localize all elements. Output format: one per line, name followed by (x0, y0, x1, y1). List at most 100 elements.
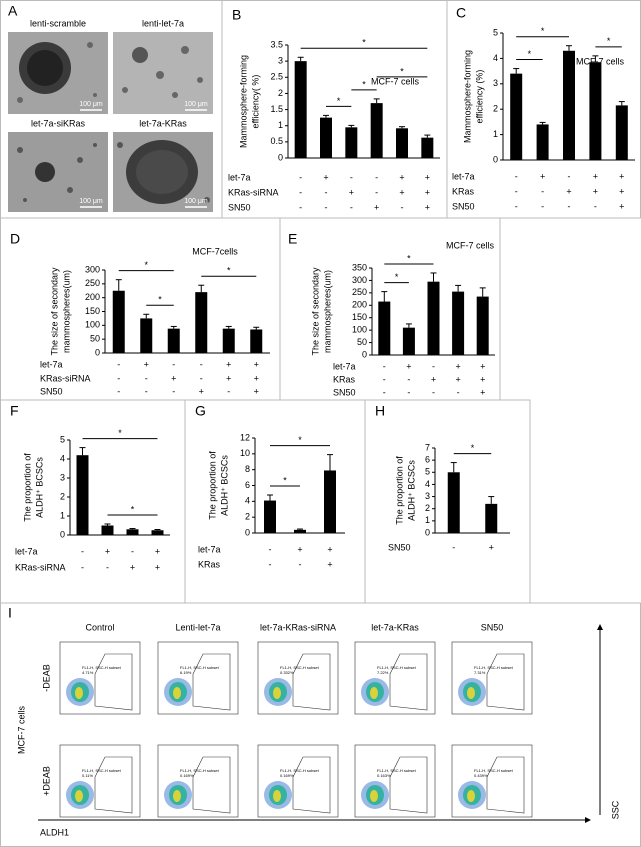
gate-label: FL1-H, SSC-H subset (280, 665, 320, 670)
condition-name: KRas-siRNA (228, 187, 279, 197)
micrograph (113, 32, 213, 114)
annotation: MCF-7 cells (576, 56, 625, 66)
y-tick-label: 12 (240, 432, 250, 442)
y-tick-label: 6 (425, 455, 430, 465)
gate-percent: 0.332% (280, 670, 294, 675)
condition-sign: + (425, 202, 430, 212)
gate-percent: 0.439% (474, 773, 488, 778)
y-tick-label: 0 (493, 154, 498, 164)
condition-sign: + (489, 542, 494, 552)
condition-sign: - (568, 201, 571, 211)
condition-sign: - (131, 546, 134, 556)
y-axis-label: mammospheres(um) (322, 270, 332, 353)
condition-sign: - (432, 361, 435, 371)
cell-cloud (467, 687, 475, 699)
gate (192, 756, 231, 814)
bar (126, 529, 139, 535)
gate-percent: 0.11% (82, 773, 93, 778)
bar (402, 327, 415, 355)
condition-name: let-7a (333, 361, 356, 371)
gate-percent: 0.169% (280, 773, 294, 778)
condition-sign: + (593, 186, 598, 196)
bar (294, 529, 306, 533)
y-tick-label: 4 (425, 479, 430, 489)
y-tick-label: 8 (245, 464, 250, 474)
condition-name: SN50 (388, 542, 411, 552)
condition-sign: - (568, 171, 571, 181)
y-tick-label: 0 (278, 152, 283, 162)
y-tick-label: 7 (425, 442, 430, 452)
condition-sign: + (226, 359, 231, 369)
condition-sign: - (432, 387, 435, 397)
cell-cloud (75, 790, 83, 802)
y-tick-label: 1 (60, 510, 65, 520)
y-tick-label: 200 (352, 300, 367, 310)
significance-label: * (337, 96, 341, 106)
condition-sign: - (541, 201, 544, 211)
y-tick-label: 5 (425, 467, 430, 477)
y-tick-label: 0.5 (270, 136, 283, 146)
bar (563, 50, 575, 160)
arrow-head (585, 817, 591, 823)
cell-cloud (467, 790, 475, 802)
significance-label: * (144, 260, 148, 270)
cell-cloud (273, 790, 281, 802)
row-label: +DEAB (41, 766, 51, 796)
condition-name: let-7a (452, 171, 475, 181)
condition-sign: - (383, 361, 386, 371)
micrograph (8, 32, 108, 114)
condition-sign: - (299, 172, 302, 182)
gate-label: FL1-H, SSC-H subset (474, 665, 514, 670)
significance-label: * (407, 253, 411, 263)
image-label: let-7a-siKRas (31, 118, 86, 128)
condition-sign: - (299, 202, 302, 212)
significance-label: * (362, 38, 366, 48)
condition-sign: - (541, 186, 544, 196)
condition-sign: + (155, 546, 160, 556)
condition-name: SN50 (228, 202, 251, 212)
cell-cloud (75, 687, 83, 699)
condition-name: SN50 (40, 386, 63, 396)
column-title: let-7a-KRas-siRNA (260, 622, 336, 632)
scale-bar-label: 100 μm (79, 101, 103, 108)
y-tick-label: 2 (60, 491, 65, 501)
cell-cloud (173, 790, 181, 802)
significance-label: * (607, 36, 611, 46)
significance-label: * (362, 79, 366, 89)
condition-sign: + (566, 186, 571, 196)
y-axis-label: The proportion of (22, 453, 32, 522)
row-label: -DEAB (41, 664, 51, 692)
y-tick-label: 5 (60, 434, 65, 444)
condition-sign: + (540, 171, 545, 181)
condition-sign: - (594, 201, 597, 211)
condition-sign: + (480, 374, 485, 384)
condition-sign: + (199, 386, 204, 396)
y-axis-label: ALDH⁺ BCSCs (34, 457, 44, 518)
condition-sign: - (81, 546, 84, 556)
condition-sign: - (227, 386, 230, 396)
y-tick-label: 5 (493, 27, 498, 37)
condition-sign: + (455, 361, 460, 371)
condition-sign: + (619, 186, 624, 196)
y-tick-label: 3 (60, 472, 65, 482)
bar (615, 105, 628, 160)
significance-label: * (541, 26, 545, 36)
bar (324, 470, 336, 533)
significance-label: * (528, 49, 532, 59)
condition-sign: - (375, 187, 378, 197)
condition-sign: - (299, 187, 302, 197)
y-tick-label: 2 (278, 88, 283, 98)
condition-sign: + (480, 387, 485, 397)
micrograph (113, 132, 213, 212)
condition-sign: + (297, 544, 302, 554)
gate-percent: 7.22% (377, 670, 389, 675)
condition-sign: - (350, 172, 353, 182)
image-label: lenti-scramble (30, 18, 86, 28)
gate-label: FL1-H, SSC-H subset (82, 665, 122, 670)
significance-label: * (471, 443, 475, 453)
bar (76, 455, 89, 535)
condition-sign: - (269, 544, 272, 554)
condition-sign: + (130, 562, 135, 572)
panel-label: B (232, 7, 241, 23)
condition-sign: - (117, 386, 120, 396)
